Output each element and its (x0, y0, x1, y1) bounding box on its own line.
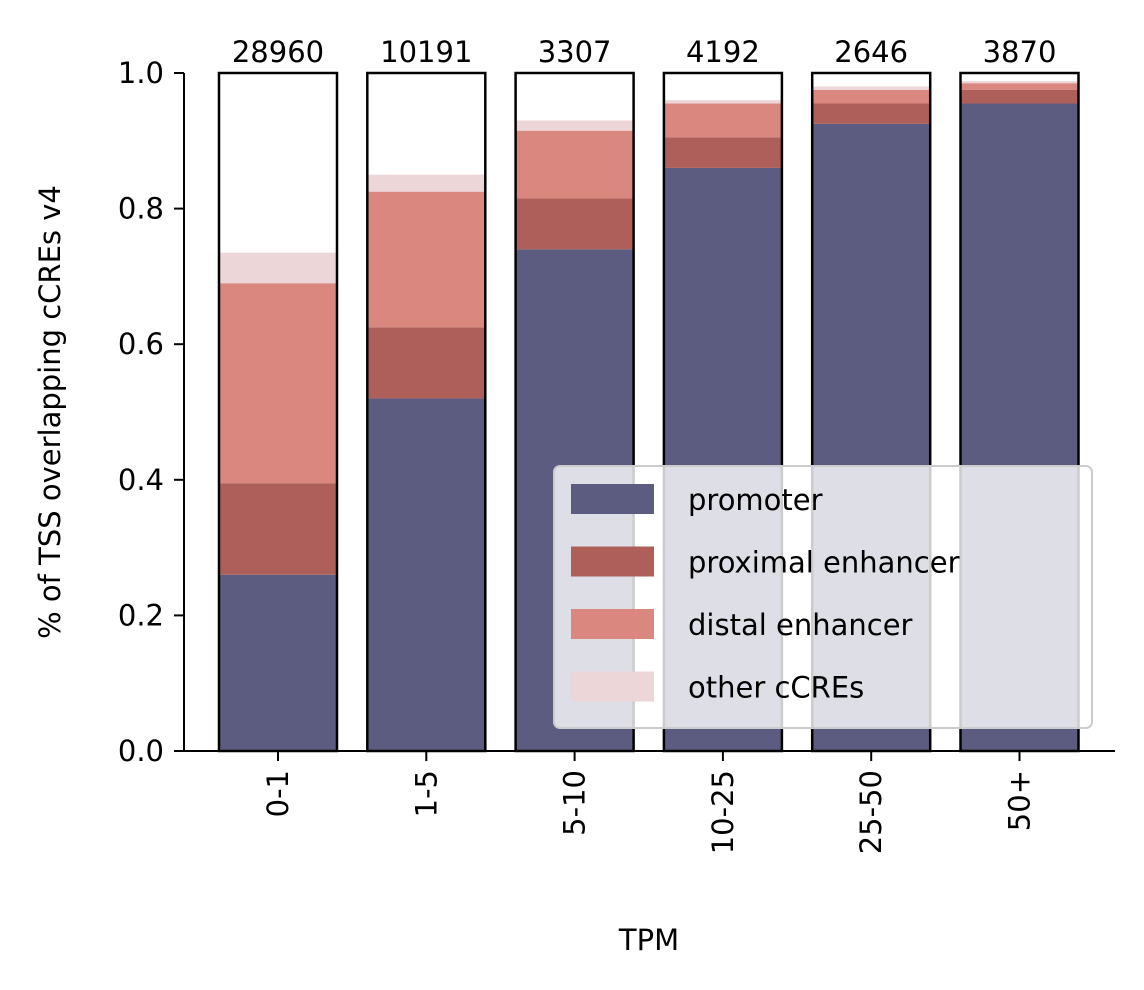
legend-label: promoter (688, 483, 823, 517)
count-label: 10191 (380, 35, 472, 69)
x-tick-label: 25-50 (854, 770, 888, 854)
bar-segment-distal-enhancer-50+ (960, 83, 1079, 90)
legend-swatch-distal-enhancer (571, 609, 654, 639)
legend-frame (553, 465, 1093, 729)
count-label: 28960 (232, 35, 324, 69)
x-tick-label: 5-10 (558, 770, 592, 836)
legend-swatch-proximal-enhancer (571, 546, 654, 577)
y-tick-label: 0.6 (118, 327, 164, 361)
bar-segment-distal-enhancer-10-25 (663, 103, 782, 138)
count-label: 2646 (834, 35, 908, 69)
y-tick-label: 0.0 (118, 734, 164, 768)
y-tick-label: 0.8 (118, 192, 164, 226)
bar-segment-proximal-enhancer-1-5 (367, 327, 486, 399)
legend-swatch-other-ccres (571, 671, 654, 702)
y-tick-label: 0.4 (118, 463, 164, 497)
bar-segment-proximal-enhancer-0-1 (219, 483, 337, 575)
x-tick-label: 10-25 (706, 770, 740, 854)
bar-segment-other-ccres-0-1 (219, 252, 337, 284)
y-tick-label: 1.0 (118, 56, 164, 90)
count-label: 3870 (983, 35, 1057, 69)
x-axis-title: TPM (618, 923, 679, 957)
bar-segment-other-ccres-1-5 (367, 174, 486, 192)
count-label: 4192 (686, 35, 760, 69)
x-tick-label: 1-5 (409, 770, 443, 817)
bar-segment-promoter-1-5 (367, 398, 486, 751)
bar-segment-proximal-enhancer-10-25 (663, 137, 782, 168)
y-tick-label: 0.2 (118, 598, 164, 632)
x-tick-label: 50+ (1003, 770, 1037, 831)
bar-segment-proximal-enhancer-50+ (960, 89, 1079, 104)
bar-segment-other-ccres-25-50 (812, 86, 931, 90)
ticks-layer: 0-1 1-5 5-10 10-25 25-50 50+ 0.0 0.2 0.4 0.6 0.8 1.… (118, 56, 1037, 854)
bar-segment-other-ccres-5-10 (515, 120, 634, 131)
y-axis-title: % of TSS overlapping cCREs v4 (33, 185, 67, 639)
bar-segment-distal-enhancer-5-10 (515, 130, 634, 199)
x-tick-label: 0-1 (261, 770, 295, 817)
legend-label: distal enhancer (688, 608, 913, 642)
count-label: 3307 (538, 35, 612, 69)
bar-segment-other-ccres-10-25 (663, 100, 782, 104)
bar-segment-distal-enhancer-25-50 (812, 89, 931, 104)
bar-segment-other-ccres-50+ (960, 81, 1079, 84)
axes-layer (183, 73, 1115, 752)
legend-label: other cCREs (688, 671, 864, 705)
bar-segment-proximal-enhancer-25-50 (812, 103, 931, 124)
bar-segment-proximal-enhancer-5-10 (515, 198, 634, 250)
bar-segment-distal-enhancer-0-1 (219, 283, 337, 484)
bar-segment-distal-enhancer-1-5 (367, 191, 486, 328)
legend-swatch-promoter (571, 484, 654, 514)
legend: promoter proximal enhancer distal enhancer… (553, 465, 1093, 729)
bar-segment-promoter-0-1 (219, 574, 337, 751)
legend-label: proximal enhancer (688, 546, 960, 580)
